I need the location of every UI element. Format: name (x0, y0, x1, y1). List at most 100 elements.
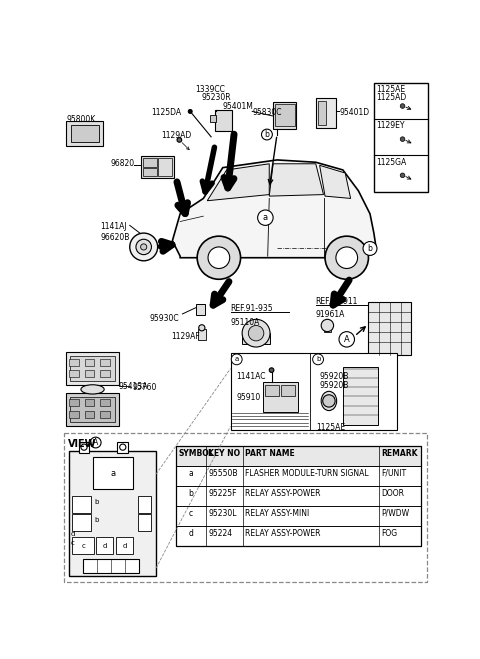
Bar (198, 330, 206, 340)
Text: 96820: 96820 (110, 159, 134, 168)
Circle shape (400, 103, 405, 108)
Text: a: a (235, 357, 239, 362)
Circle shape (136, 239, 152, 254)
Text: REF.91-911: REF.91-911 (316, 297, 358, 306)
Circle shape (321, 320, 334, 331)
Text: a: a (189, 469, 193, 478)
Bar (265, 385, 279, 396)
Bar (100, 358, 109, 366)
Bar (196, 304, 205, 316)
Text: 1129AF: 1129AF (171, 331, 200, 341)
Bar (215, 110, 232, 131)
Bar (210, 115, 216, 122)
Text: c: c (81, 543, 85, 549)
Circle shape (400, 137, 405, 142)
Text: 1125AE: 1125AE (376, 85, 405, 94)
Text: PART NAME: PART NAME (245, 449, 295, 458)
Text: 95230R: 95230R (201, 93, 231, 102)
Text: FOG: FOG (381, 529, 397, 538)
Circle shape (400, 173, 405, 178)
Text: 95920B: 95920B (320, 372, 349, 381)
Bar (72, 514, 91, 531)
Text: 1125AE: 1125AE (316, 422, 345, 432)
Bar (70, 397, 115, 422)
Text: 1141AJ: 1141AJ (100, 221, 127, 231)
Circle shape (177, 138, 181, 142)
Text: 1125DA: 1125DA (152, 108, 181, 117)
Text: 95920B: 95920B (320, 381, 349, 390)
Bar (230, 353, 397, 430)
Text: d: d (71, 531, 75, 537)
Bar (85, 399, 94, 407)
Bar (69, 451, 156, 576)
Circle shape (248, 326, 264, 341)
Text: b: b (94, 517, 98, 523)
Circle shape (262, 129, 272, 140)
Text: F/UNIT: F/UNIT (381, 469, 406, 478)
PathPatch shape (320, 165, 350, 198)
Circle shape (141, 244, 147, 250)
Bar (137, 514, 152, 531)
Text: 95800K: 95800K (66, 115, 96, 125)
Circle shape (325, 236, 369, 279)
Circle shape (339, 331, 355, 347)
Bar (69, 358, 79, 366)
Bar (100, 399, 109, 407)
Text: d: d (103, 543, 107, 549)
Bar (137, 496, 152, 513)
Bar (143, 169, 157, 176)
Text: RELAY ASSY-POWER: RELAY ASSY-POWER (245, 529, 321, 538)
Bar (83, 559, 139, 573)
Bar (117, 442, 128, 453)
Text: 95930C: 95930C (149, 314, 179, 323)
Text: d: d (189, 529, 193, 538)
Text: 95830C: 95830C (252, 108, 282, 117)
Text: b: b (264, 130, 269, 139)
Bar (85, 370, 94, 377)
Circle shape (242, 320, 270, 347)
Bar (158, 158, 172, 176)
Bar (143, 158, 157, 167)
Ellipse shape (321, 391, 336, 411)
Text: FLASHER MODULE-TURN SIGNAL: FLASHER MODULE-TURN SIGNAL (245, 469, 369, 478)
Bar (100, 370, 109, 377)
Text: 95110A: 95110A (230, 318, 260, 327)
Circle shape (199, 325, 205, 331)
Bar (116, 537, 133, 554)
Bar (318, 101, 326, 125)
Bar (242, 333, 270, 344)
Text: b: b (316, 357, 320, 362)
Bar (281, 385, 295, 396)
Text: A: A (344, 335, 349, 344)
Text: b: b (189, 489, 193, 498)
Bar (79, 442, 89, 453)
Bar (72, 496, 91, 513)
Text: 95760: 95760 (132, 384, 156, 392)
Text: a: a (110, 469, 115, 478)
Bar (85, 358, 94, 366)
Bar (374, 83, 428, 192)
Bar (316, 98, 336, 128)
Bar (369, 302, 411, 355)
Circle shape (138, 234, 142, 238)
Bar (66, 353, 119, 385)
Circle shape (208, 247, 230, 268)
Text: RELAY ASSY-MINI: RELAY ASSY-MINI (245, 509, 310, 518)
Text: 95225F: 95225F (208, 489, 237, 498)
Circle shape (269, 368, 274, 372)
Circle shape (188, 109, 192, 113)
Circle shape (312, 354, 324, 364)
Circle shape (336, 247, 358, 268)
Text: 1125AD: 1125AD (376, 93, 407, 102)
Text: a: a (263, 213, 268, 222)
Bar (176, 486, 421, 505)
Bar (93, 457, 133, 490)
Text: 1141AC: 1141AC (237, 372, 266, 381)
Bar (66, 121, 103, 146)
Bar (72, 537, 94, 554)
Circle shape (258, 210, 273, 225)
Bar (96, 537, 113, 554)
Text: KEY NO: KEY NO (208, 449, 240, 458)
Text: 96620B: 96620B (100, 233, 130, 242)
Bar (85, 411, 94, 418)
